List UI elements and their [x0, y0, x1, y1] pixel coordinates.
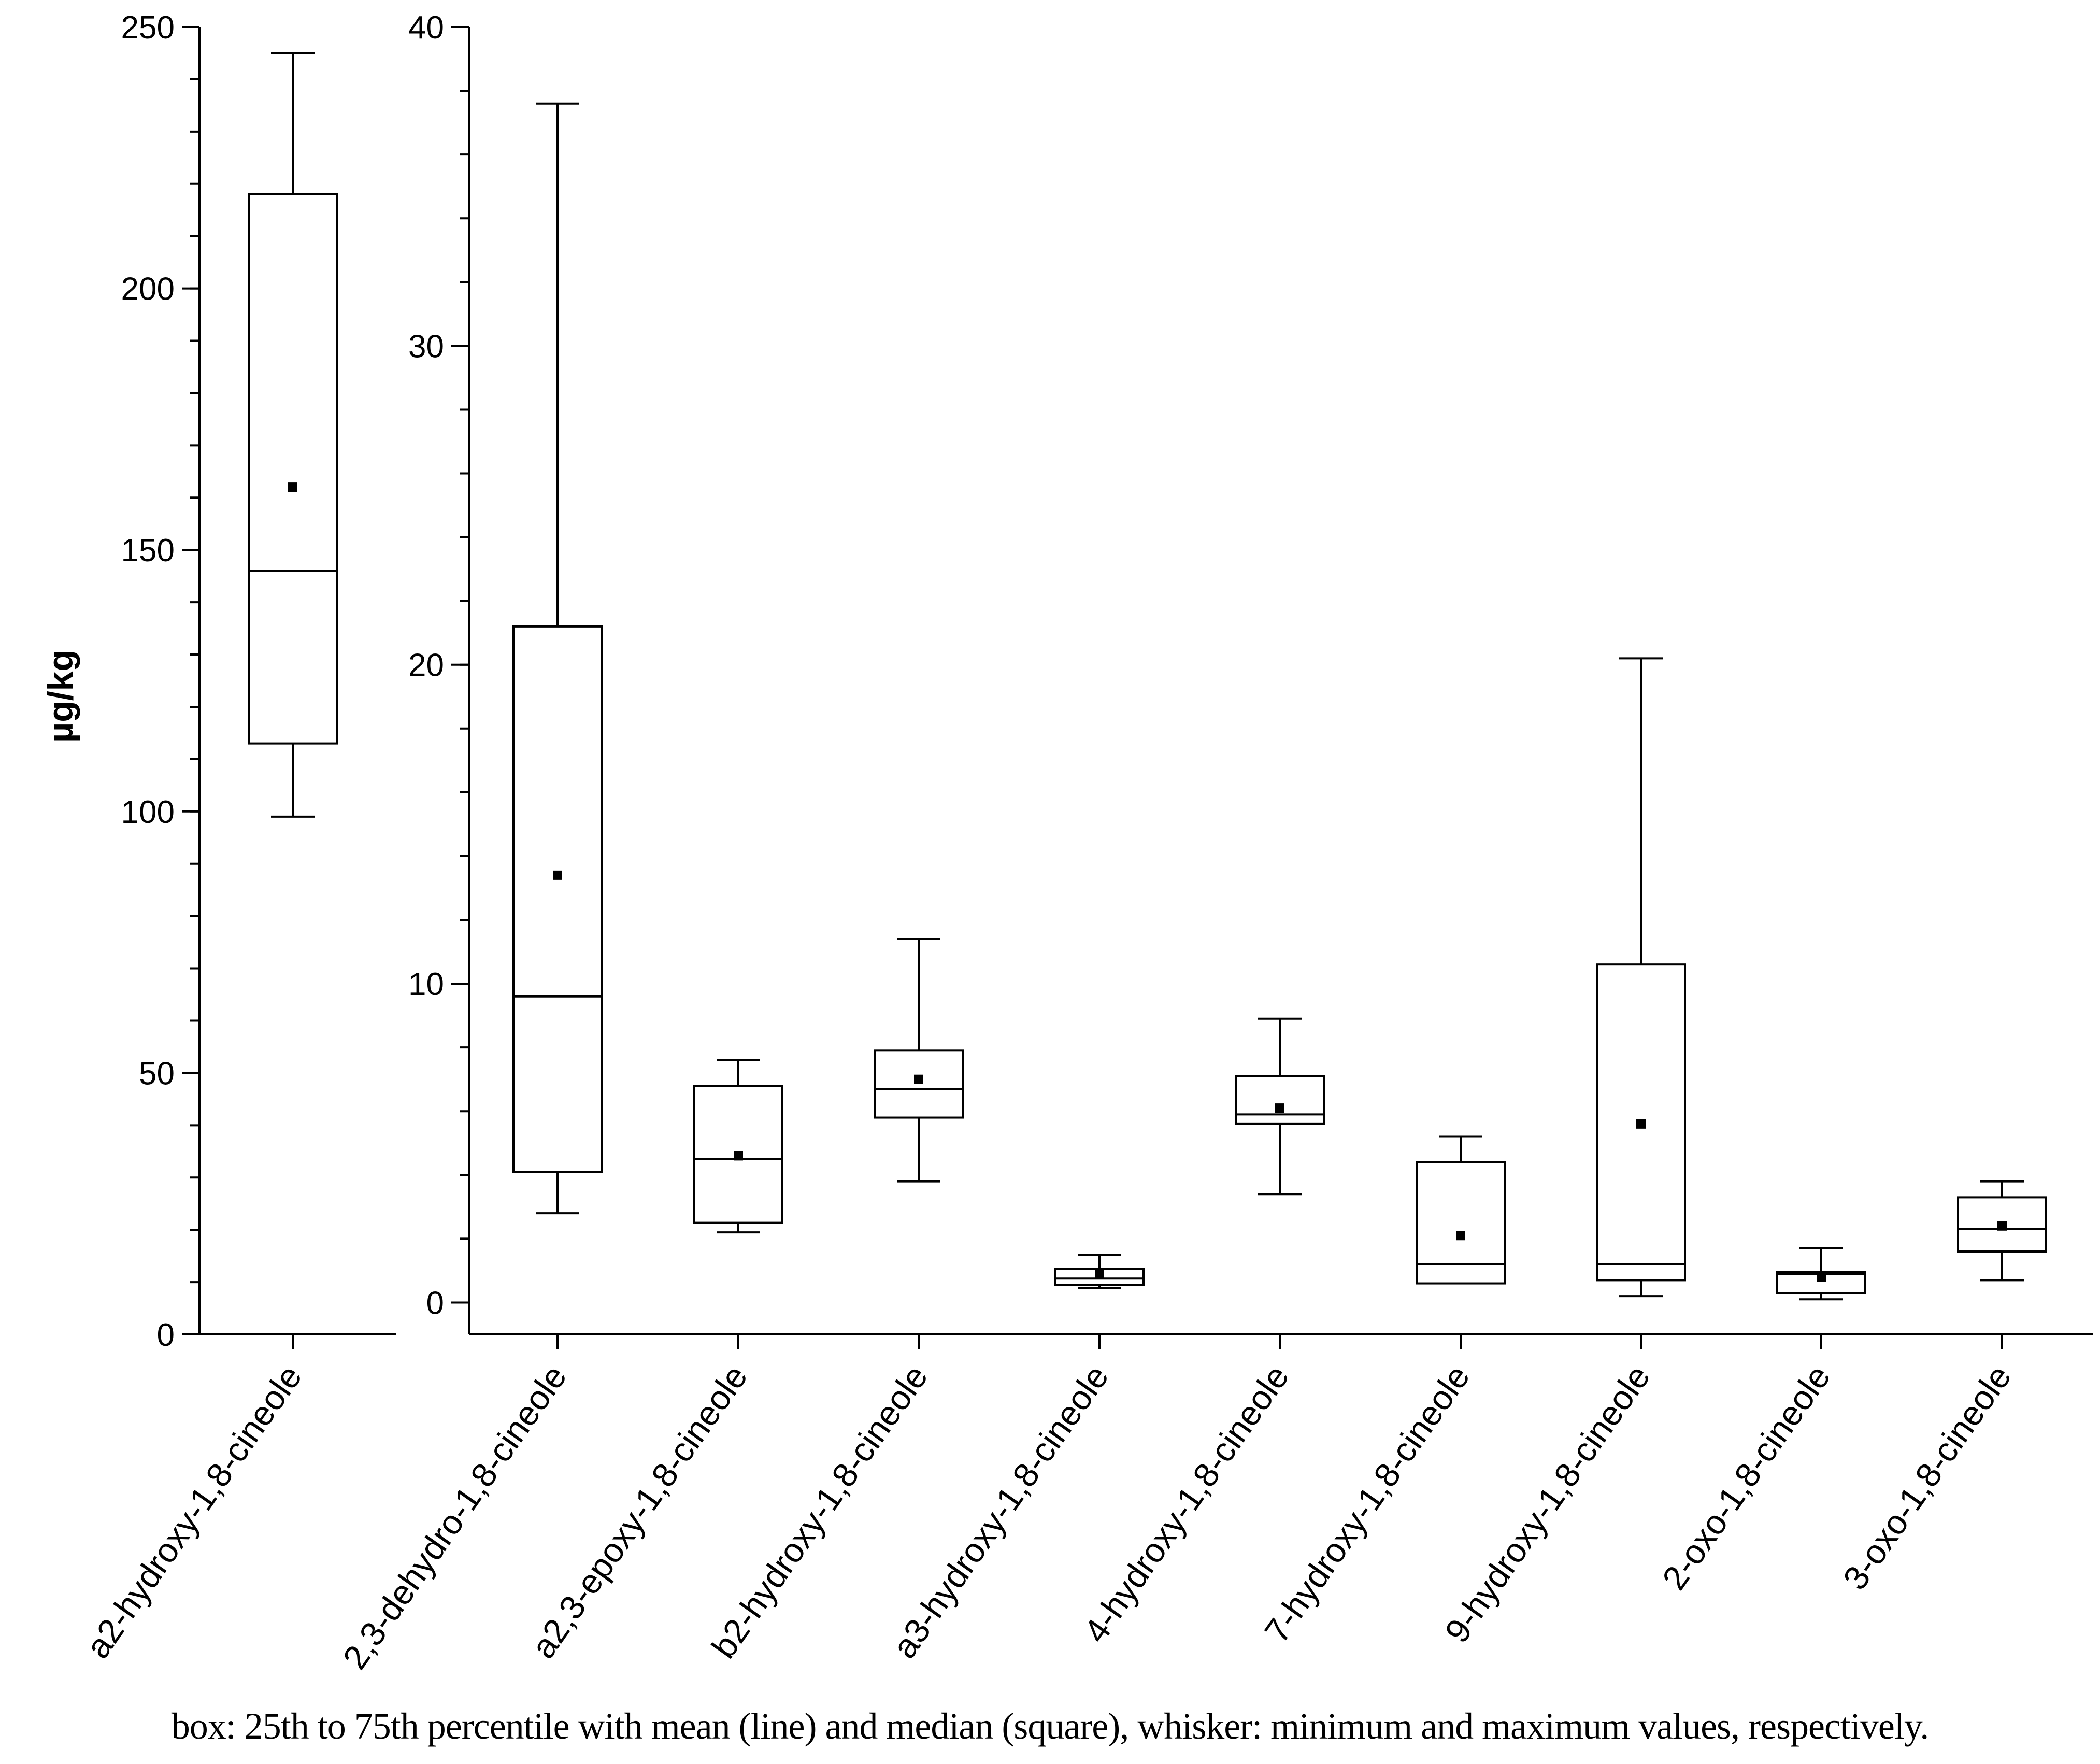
square-marker: [734, 1151, 743, 1161]
category-label: 2-oxo-1,8-cineole: [1654, 1358, 1837, 1597]
square-marker: [914, 1074, 923, 1084]
left-y-tick-label: 0: [157, 1317, 175, 1353]
box-group: b2-hydroxy-1,8-cineole: [704, 937, 964, 1665]
square-marker: [1817, 1272, 1826, 1282]
square-marker: [288, 482, 297, 492]
category-label: a2,3-epoxy-1,8-cineole: [524, 1358, 755, 1665]
iqr-box: [1416, 1161, 1506, 1285]
category-label: b2-hydroxy-1,8-cineole: [704, 1358, 935, 1665]
category-label: 9-hydroxy-1,8-cineole: [1437, 1358, 1658, 1649]
figure-caption: box: 25th to 75th percentile with mean (…: [171, 1705, 1929, 1747]
box-group: 7-hydroxy-1,8-cineole: [1257, 1135, 1506, 1649]
right-y-tick-label: 0: [426, 1285, 444, 1321]
square-marker: [553, 870, 562, 880]
left-y-tick-label: 150: [121, 533, 175, 568]
category-label: 7-hydroxy-1,8-cineole: [1257, 1358, 1477, 1649]
category-label: 3-oxo-1,8-cineole: [1835, 1358, 2018, 1597]
y-axis-title: µg/kg: [41, 650, 80, 743]
right-panel: 0102030402,3-dehydro-1,8-cineolea2,3-epo…: [335, 10, 2093, 1676]
iqr-box: [512, 625, 603, 1173]
square-marker: [1997, 1221, 2007, 1231]
left-y-tick-label: 50: [139, 1056, 175, 1091]
right-y-tick-label: 40: [408, 10, 444, 46]
square-marker: [1636, 1119, 1646, 1129]
iqr-box: [874, 1049, 964, 1119]
category-label: a2-hydroxy-1,8-cineole: [78, 1358, 309, 1665]
box-group: 9-hydroxy-1,8-cineole: [1437, 657, 1686, 1649]
square-marker: [1095, 1269, 1104, 1279]
square-marker: [1456, 1231, 1465, 1241]
box-group: a2-hydroxy-1,8-cineole: [78, 52, 338, 1665]
iqr-box: [1235, 1075, 1325, 1125]
box-group: 2-oxo-1,8-cineole: [1654, 1247, 1866, 1597]
box-group: 3-oxo-1,8-cineole: [1835, 1180, 2047, 1597]
left-panel: 0 50 100 150 200 250 µg/kg a2-hydroxy-1,8-cineo…: [41, 10, 396, 1665]
left-y-tick-label: 250: [121, 10, 175, 46]
category-label: a3-hydroxy-1,8-cineole: [885, 1358, 1116, 1665]
left-y-tick-label: 100: [121, 794, 175, 830]
right-y-tick-label: 10: [408, 966, 444, 1002]
left-y-tick-label: 200: [121, 272, 175, 307]
right-y-tick-label: 20: [408, 648, 444, 684]
iqr-box: [248, 193, 338, 745]
category-label: 4-hydroxy-1,8-cineole: [1076, 1358, 1296, 1649]
right-y-tick-label: 30: [408, 329, 444, 364]
square-marker: [1275, 1103, 1284, 1113]
